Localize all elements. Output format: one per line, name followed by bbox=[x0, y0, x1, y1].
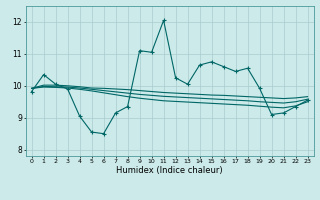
X-axis label: Humidex (Indice chaleur): Humidex (Indice chaleur) bbox=[116, 166, 223, 175]
